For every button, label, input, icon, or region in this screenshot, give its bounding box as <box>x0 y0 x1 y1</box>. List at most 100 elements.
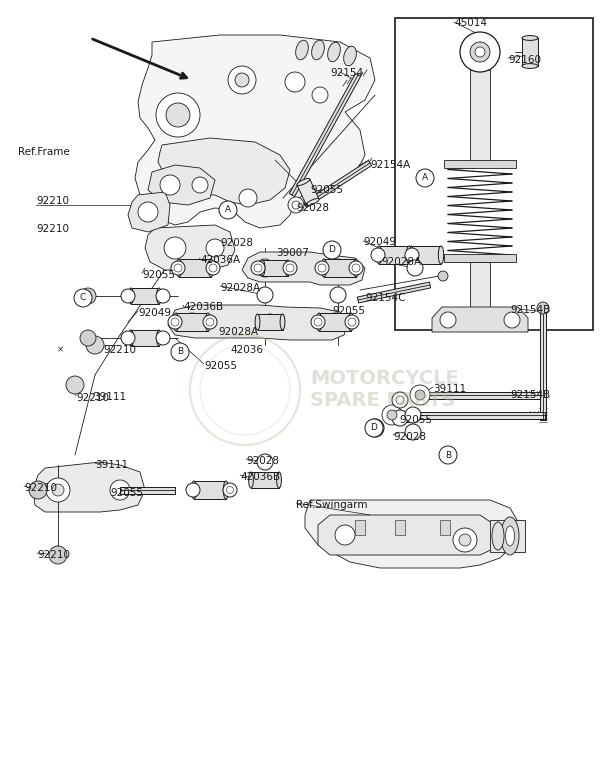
Ellipse shape <box>344 46 356 66</box>
Circle shape <box>407 260 423 276</box>
Ellipse shape <box>406 246 412 264</box>
Text: 92055: 92055 <box>204 361 237 371</box>
Polygon shape <box>540 305 546 420</box>
Circle shape <box>410 385 430 405</box>
Circle shape <box>387 410 397 420</box>
Circle shape <box>80 288 96 304</box>
Circle shape <box>156 331 170 345</box>
Circle shape <box>475 47 485 57</box>
Text: 39111: 39111 <box>95 460 128 470</box>
Circle shape <box>257 454 273 470</box>
Text: 92049: 92049 <box>138 308 171 318</box>
Text: 92028: 92028 <box>393 432 426 442</box>
Polygon shape <box>194 481 226 499</box>
Circle shape <box>459 534 471 546</box>
Polygon shape <box>263 260 287 276</box>
Circle shape <box>219 201 237 219</box>
Ellipse shape <box>522 64 538 68</box>
Text: 92160: 92160 <box>508 55 541 65</box>
Circle shape <box>311 315 325 329</box>
Text: 42036B: 42036B <box>183 302 223 312</box>
Ellipse shape <box>260 260 265 276</box>
Polygon shape <box>420 391 540 398</box>
Polygon shape <box>176 313 208 331</box>
Text: 92028: 92028 <box>246 456 279 466</box>
Circle shape <box>314 318 322 326</box>
Circle shape <box>504 312 520 328</box>
Polygon shape <box>251 472 279 488</box>
Circle shape <box>138 202 158 222</box>
Text: D: D <box>371 423 377 432</box>
Ellipse shape <box>438 246 444 264</box>
Circle shape <box>292 201 300 209</box>
Polygon shape <box>128 192 170 232</box>
Circle shape <box>415 390 425 400</box>
Polygon shape <box>304 160 371 208</box>
Circle shape <box>288 197 304 213</box>
Text: 39111: 39111 <box>93 392 126 402</box>
Ellipse shape <box>376 246 382 264</box>
Circle shape <box>251 261 265 275</box>
Polygon shape <box>319 313 351 331</box>
Text: 92055: 92055 <box>142 270 175 280</box>
Bar <box>355 520 365 535</box>
Text: 92028A: 92028A <box>381 257 421 267</box>
Text: 92210: 92210 <box>24 483 57 493</box>
Ellipse shape <box>191 481 197 499</box>
Text: 92055: 92055 <box>110 488 143 498</box>
Text: A: A <box>422 174 428 182</box>
Circle shape <box>335 525 355 545</box>
Ellipse shape <box>522 36 538 40</box>
Circle shape <box>438 271 448 281</box>
Polygon shape <box>432 307 528 332</box>
Circle shape <box>171 318 179 326</box>
Text: D: D <box>371 423 379 432</box>
Polygon shape <box>318 515 495 555</box>
Bar <box>490 520 525 552</box>
Circle shape <box>366 419 384 437</box>
Circle shape <box>348 318 356 326</box>
Circle shape <box>286 264 294 272</box>
Ellipse shape <box>409 246 414 264</box>
Text: 42036B: 42036B <box>240 472 280 482</box>
Circle shape <box>254 264 262 272</box>
Polygon shape <box>522 38 538 66</box>
Ellipse shape <box>297 178 310 185</box>
Text: 92055: 92055 <box>332 306 365 316</box>
Bar <box>470 262 490 307</box>
Circle shape <box>349 261 363 275</box>
Polygon shape <box>305 500 520 568</box>
Ellipse shape <box>157 330 161 346</box>
Text: Ref.Swingarm: Ref.Swingarm <box>296 500 367 510</box>
Text: ×: × <box>56 346 64 354</box>
Circle shape <box>168 315 182 329</box>
Circle shape <box>192 177 208 193</box>
Bar <box>444 160 516 168</box>
Circle shape <box>365 419 383 437</box>
Polygon shape <box>358 282 431 303</box>
Circle shape <box>405 248 419 262</box>
Ellipse shape <box>277 472 281 488</box>
Bar <box>470 70 490 165</box>
Circle shape <box>121 289 135 303</box>
Ellipse shape <box>322 259 326 277</box>
Ellipse shape <box>208 259 214 277</box>
Text: 92055: 92055 <box>310 185 343 195</box>
Circle shape <box>164 237 186 259</box>
Circle shape <box>166 103 190 127</box>
Ellipse shape <box>348 313 354 331</box>
Circle shape <box>453 528 477 552</box>
Ellipse shape <box>223 481 229 499</box>
Text: 92154B: 92154B <box>510 305 550 315</box>
Circle shape <box>396 396 404 404</box>
Text: 42036A: 42036A <box>200 255 240 265</box>
Ellipse shape <box>128 288 133 304</box>
Circle shape <box>235 73 249 87</box>
Circle shape <box>405 407 421 423</box>
Circle shape <box>405 424 421 440</box>
Text: B: B <box>445 450 451 460</box>
Circle shape <box>80 330 96 346</box>
Circle shape <box>256 259 274 277</box>
Polygon shape <box>33 462 145 512</box>
Polygon shape <box>145 225 235 270</box>
